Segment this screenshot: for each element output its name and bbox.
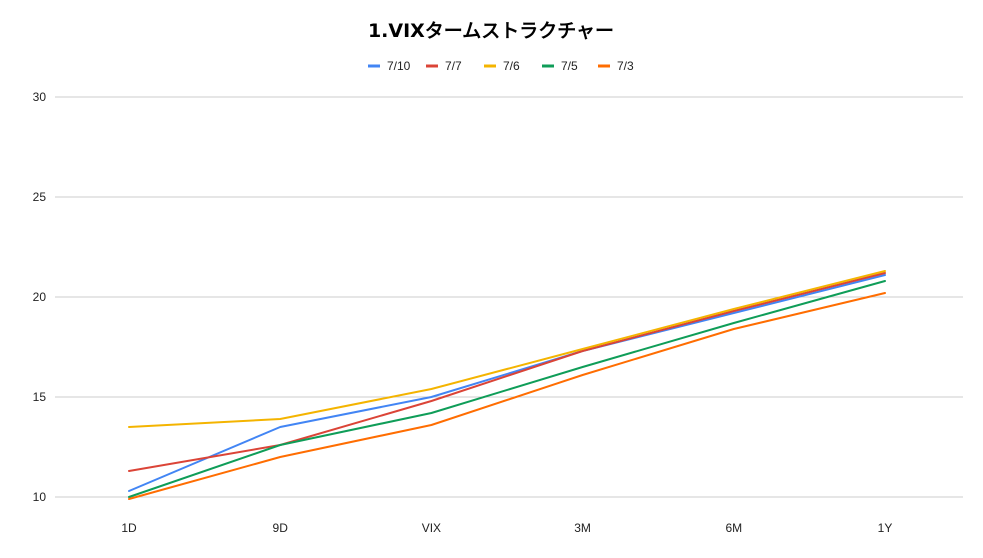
x-tick-label: 3M (574, 521, 591, 535)
series-line-7-10 (128, 274, 886, 492)
x-tick-label: 9D (273, 521, 289, 535)
x-axis: 1D 9D VIX 3M 6M 1Y (121, 521, 892, 535)
series-line-7-6 (128, 270, 886, 428)
x-tick-label: 1Y (878, 521, 893, 535)
series-line-7-7 (128, 272, 886, 472)
series-line-7-5 (128, 280, 886, 498)
y-tick-label: 15 (33, 390, 47, 404)
x-tick-label: 6M (725, 521, 742, 535)
y-axis: 10 15 20 25 30 (33, 90, 47, 504)
chart-legend: 7/10 7/7 7/6 7/5 7/3 (368, 59, 634, 73)
series-line-7-3 (128, 292, 886, 500)
y-tick-label: 20 (33, 290, 47, 304)
legend-label: 7/6 (503, 59, 520, 73)
y-tick-label: 10 (33, 490, 47, 504)
x-tick-label: 1D (121, 521, 137, 535)
legend-label: 7/5 (561, 59, 578, 73)
y-tick-label: 25 (33, 190, 47, 204)
y-tick-label: 30 (33, 90, 47, 104)
legend-label: 7/7 (445, 59, 462, 73)
chart-title: 1.VIXタームストラクチャー (368, 20, 614, 42)
legend-label: 7/3 (617, 59, 634, 73)
gridlines (55, 96, 963, 498)
plot-area (128, 270, 886, 500)
legend-label: 7/10 (387, 59, 411, 73)
x-tick-label: VIX (422, 521, 441, 535)
